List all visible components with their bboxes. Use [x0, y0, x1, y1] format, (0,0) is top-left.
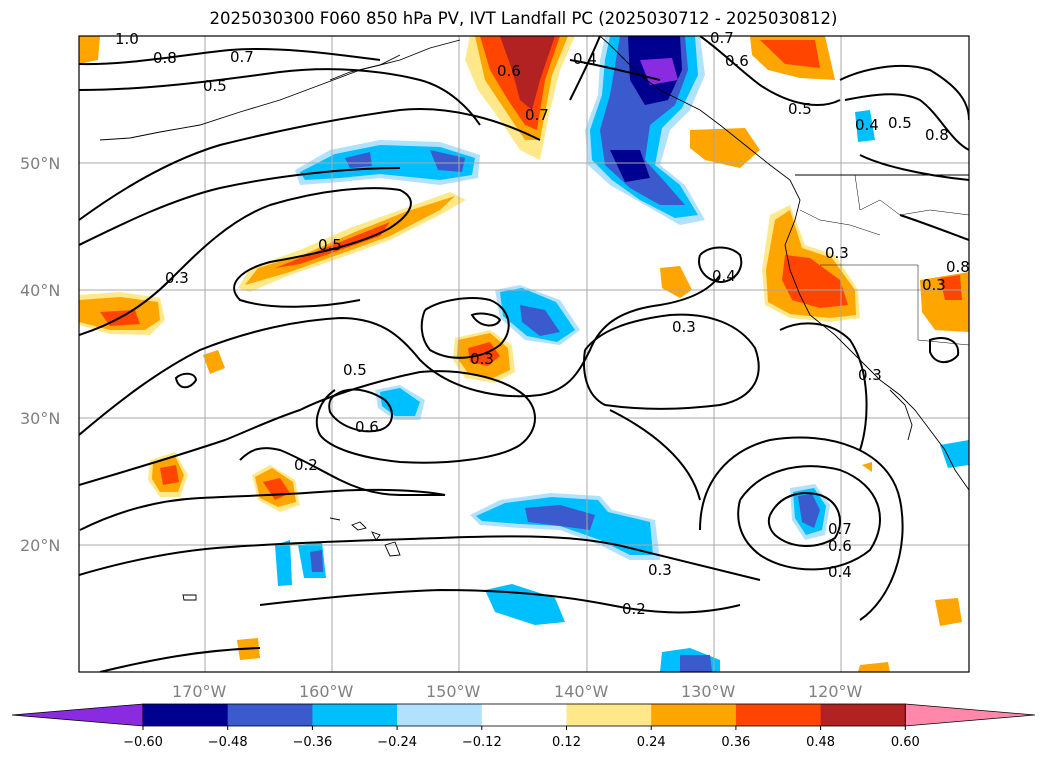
lat-labels: 50°N 40°N 30°N 20°N	[20, 154, 60, 555]
contour-label: 0.2	[622, 600, 646, 618]
colorbar-segment	[397, 704, 482, 726]
contour-label: 0.4	[828, 563, 852, 581]
contour-label: 0.3	[858, 366, 882, 384]
colorbar-segment	[651, 704, 736, 726]
colorbar-segment	[567, 704, 652, 726]
lat-label: 40°N	[20, 281, 60, 300]
colorbar-tick-label: 0.48	[806, 735, 835, 750]
colorbar-tick-label: −0.12	[462, 735, 502, 750]
lon-label: 150°W	[426, 682, 481, 701]
contour-label: 0.5	[318, 236, 342, 254]
colorbar-tick-label: −0.36	[292, 735, 332, 750]
contour-label: 0.5	[888, 114, 912, 132]
contour-label: 0.6	[355, 418, 379, 436]
colorbar-tick-label: −0.48	[208, 735, 248, 750]
contour-label: 0.7	[710, 29, 734, 47]
colorbar-segment	[143, 704, 228, 726]
colorbar-segment	[312, 704, 397, 726]
contour-label: 1.0	[115, 30, 139, 48]
contour-label: 0.3	[922, 276, 946, 294]
colorbar-tick-label: 0.12	[552, 735, 581, 750]
contour-label: 0.4	[855, 116, 879, 134]
contour-label: 0.6	[828, 537, 852, 555]
colorbar-tick-label: −0.60	[123, 735, 163, 750]
colorbar-segment	[228, 704, 313, 726]
contour-label: 0.5	[203, 77, 227, 95]
contour-label: 0.8	[925, 126, 949, 144]
colorbar-tick-label: −0.24	[377, 735, 417, 750]
lon-label: 120°W	[808, 682, 863, 701]
contour-label: 0.3	[672, 318, 696, 336]
contour-label: 0.8	[153, 49, 177, 67]
contour-label: 0.8	[946, 258, 970, 276]
contour-label: 0.7	[525, 106, 549, 124]
contour-label: 0.5	[788, 100, 812, 118]
lon-label: 140°W	[554, 682, 609, 701]
colorbar-segment	[482, 704, 567, 726]
lon-labels: 170°W 160°W 150°W 140°W 130°W 120°W	[172, 682, 863, 701]
colorbar-extend-max	[905, 704, 1035, 726]
colorbar-segment	[821, 704, 906, 726]
contour-label: 0.4	[712, 267, 736, 285]
colorbar-extend-min	[12, 704, 143, 726]
contour-label: 0.2	[294, 456, 318, 474]
lon-label: 170°W	[172, 682, 227, 701]
colorbar-tick-label: 0.24	[637, 735, 666, 750]
contour-label: 0.6	[725, 52, 749, 70]
contour-label: 0.4	[573, 50, 597, 68]
contour-label: 0.3	[165, 269, 189, 287]
contour-label: 0.3	[648, 561, 672, 579]
lat-label: 30°N	[20, 409, 60, 428]
contour-label: 0.5	[343, 361, 367, 379]
lat-label: 20°N	[20, 536, 60, 555]
contour-label: 0.3	[825, 244, 849, 262]
colorbar-tick-label: 0.36	[721, 735, 750, 750]
contour-label: 0.3	[470, 350, 494, 368]
contour-label: 0.6	[497, 62, 521, 80]
contour-label: 0.7	[230, 48, 254, 66]
colorbar-tick-label: 0.60	[891, 735, 920, 750]
lat-label: 50°N	[20, 154, 60, 173]
colorbar-segment	[736, 704, 821, 726]
colorbar: −0.60 −0.48 −0.36 −0.24 −0.12 0.12 0.24 0.36 0.4…	[12, 704, 1035, 750]
lon-label: 130°W	[681, 682, 736, 701]
lon-label: 160°W	[299, 682, 354, 701]
contour-label: 0.7	[828, 520, 852, 538]
